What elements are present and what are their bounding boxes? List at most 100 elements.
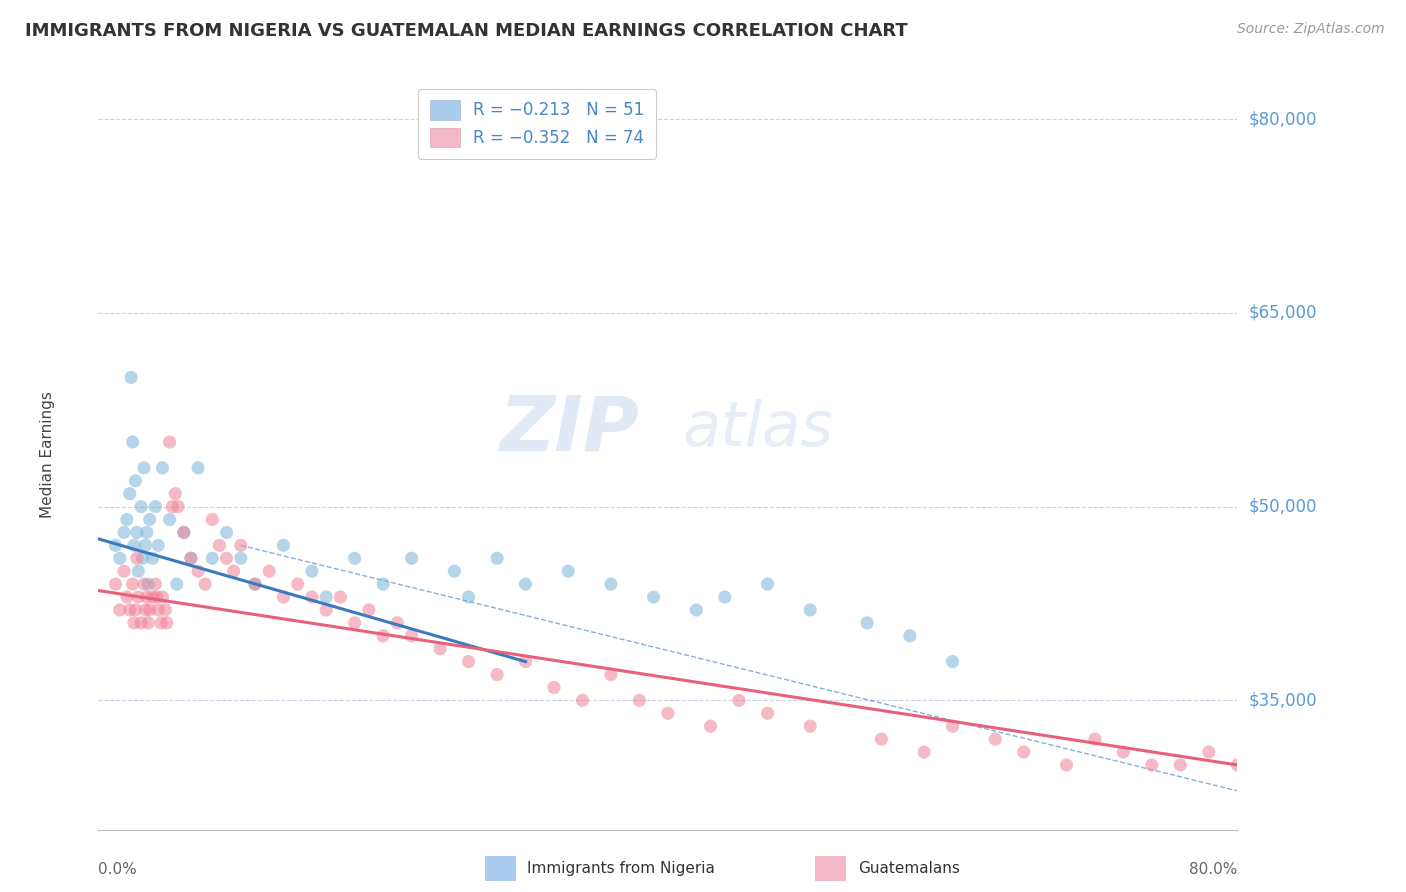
- Point: [127, 590, 149, 604]
- Point: [104, 538, 127, 552]
- Point: [145, 577, 167, 591]
- Point: [134, 538, 156, 552]
- Point: [159, 512, 181, 526]
- Point: [162, 500, 184, 514]
- Point: [543, 681, 565, 695]
- Text: $80,000: $80,000: [1249, 110, 1317, 128]
- Point: [1226, 758, 1249, 772]
- Point: [984, 732, 1007, 747]
- Point: [118, 486, 141, 500]
- Point: [215, 551, 238, 566]
- Point: [118, 603, 141, 617]
- Point: [124, 603, 146, 617]
- Point: [132, 460, 155, 475]
- Point: [643, 590, 665, 604]
- Point: [131, 551, 153, 566]
- Point: [699, 719, 721, 733]
- Point: [273, 590, 295, 604]
- Point: [486, 667, 509, 681]
- Text: 0.0%: 0.0%: [98, 862, 138, 877]
- Text: Source: ZipAtlas.com: Source: ZipAtlas.com: [1237, 22, 1385, 37]
- Point: [215, 525, 238, 540]
- Text: Median Earnings: Median Earnings: [39, 392, 55, 518]
- Point: [443, 564, 465, 578]
- Point: [127, 564, 149, 578]
- Point: [756, 706, 779, 721]
- Text: atlas: atlas: [682, 399, 834, 459]
- Point: [401, 629, 423, 643]
- Point: [136, 577, 159, 591]
- Point: [208, 538, 231, 552]
- Point: [115, 590, 138, 604]
- Point: [1170, 758, 1192, 772]
- Point: [194, 577, 217, 591]
- Point: [108, 551, 131, 566]
- Point: [457, 655, 479, 669]
- Point: [187, 564, 209, 578]
- Point: [799, 603, 821, 617]
- Point: [387, 615, 409, 630]
- Text: $50,000: $50,000: [1249, 498, 1317, 516]
- Point: [148, 538, 170, 552]
- Text: ZIP: ZIP: [499, 392, 640, 467]
- Text: $65,000: $65,000: [1249, 304, 1317, 322]
- Text: Immigrants from Nigeria: Immigrants from Nigeria: [527, 862, 716, 876]
- Point: [401, 551, 423, 566]
- Point: [1056, 758, 1078, 772]
- Point: [115, 512, 138, 526]
- Point: [201, 551, 224, 566]
- Point: [1012, 745, 1035, 759]
- Point: [301, 564, 323, 578]
- Point: [1112, 745, 1135, 759]
- Point: [122, 538, 145, 552]
- Point: [870, 732, 893, 747]
- Text: IMMIGRANTS FROM NIGERIA VS GUATEMALAN MEDIAN EARNINGS CORRELATION CHART: IMMIGRANTS FROM NIGERIA VS GUATEMALAN ME…: [25, 22, 908, 40]
- Point: [121, 577, 143, 591]
- Text: 80.0%: 80.0%: [1189, 862, 1237, 877]
- Point: [152, 590, 174, 604]
- Point: [159, 435, 181, 450]
- Point: [301, 590, 323, 604]
- Point: [148, 603, 170, 617]
- Point: [515, 655, 537, 669]
- Point: [125, 525, 148, 540]
- Point: [122, 615, 145, 630]
- Point: [756, 577, 779, 591]
- Point: [141, 551, 163, 566]
- Point: [180, 551, 202, 566]
- Point: [799, 719, 821, 733]
- Point: [173, 525, 195, 540]
- Point: [343, 551, 366, 566]
- Point: [315, 590, 337, 604]
- Point: [150, 615, 173, 630]
- Point: [912, 745, 935, 759]
- Point: [120, 370, 142, 384]
- Point: [273, 538, 295, 552]
- Point: [187, 460, 209, 475]
- Point: [138, 603, 160, 617]
- Point: [898, 629, 921, 643]
- Point: [173, 525, 195, 540]
- Point: [315, 603, 337, 617]
- Point: [600, 577, 623, 591]
- Point: [167, 500, 190, 514]
- Point: [180, 551, 202, 566]
- Point: [942, 719, 965, 733]
- Point: [152, 460, 174, 475]
- Point: [155, 603, 177, 617]
- Point: [104, 577, 127, 591]
- Point: [571, 693, 593, 707]
- Legend: R = −0.213   N = 51, R = −0.352   N = 74: R = −0.213 N = 51, R = −0.352 N = 74: [418, 88, 655, 159]
- Point: [728, 693, 751, 707]
- Point: [156, 615, 179, 630]
- Point: [201, 512, 224, 526]
- Point: [166, 577, 188, 591]
- Point: [129, 615, 152, 630]
- Text: Guatemalans: Guatemalans: [858, 862, 959, 876]
- Point: [685, 603, 707, 617]
- Point: [146, 590, 169, 604]
- Point: [229, 538, 252, 552]
- Point: [222, 564, 245, 578]
- Point: [108, 603, 131, 617]
- Point: [112, 525, 135, 540]
